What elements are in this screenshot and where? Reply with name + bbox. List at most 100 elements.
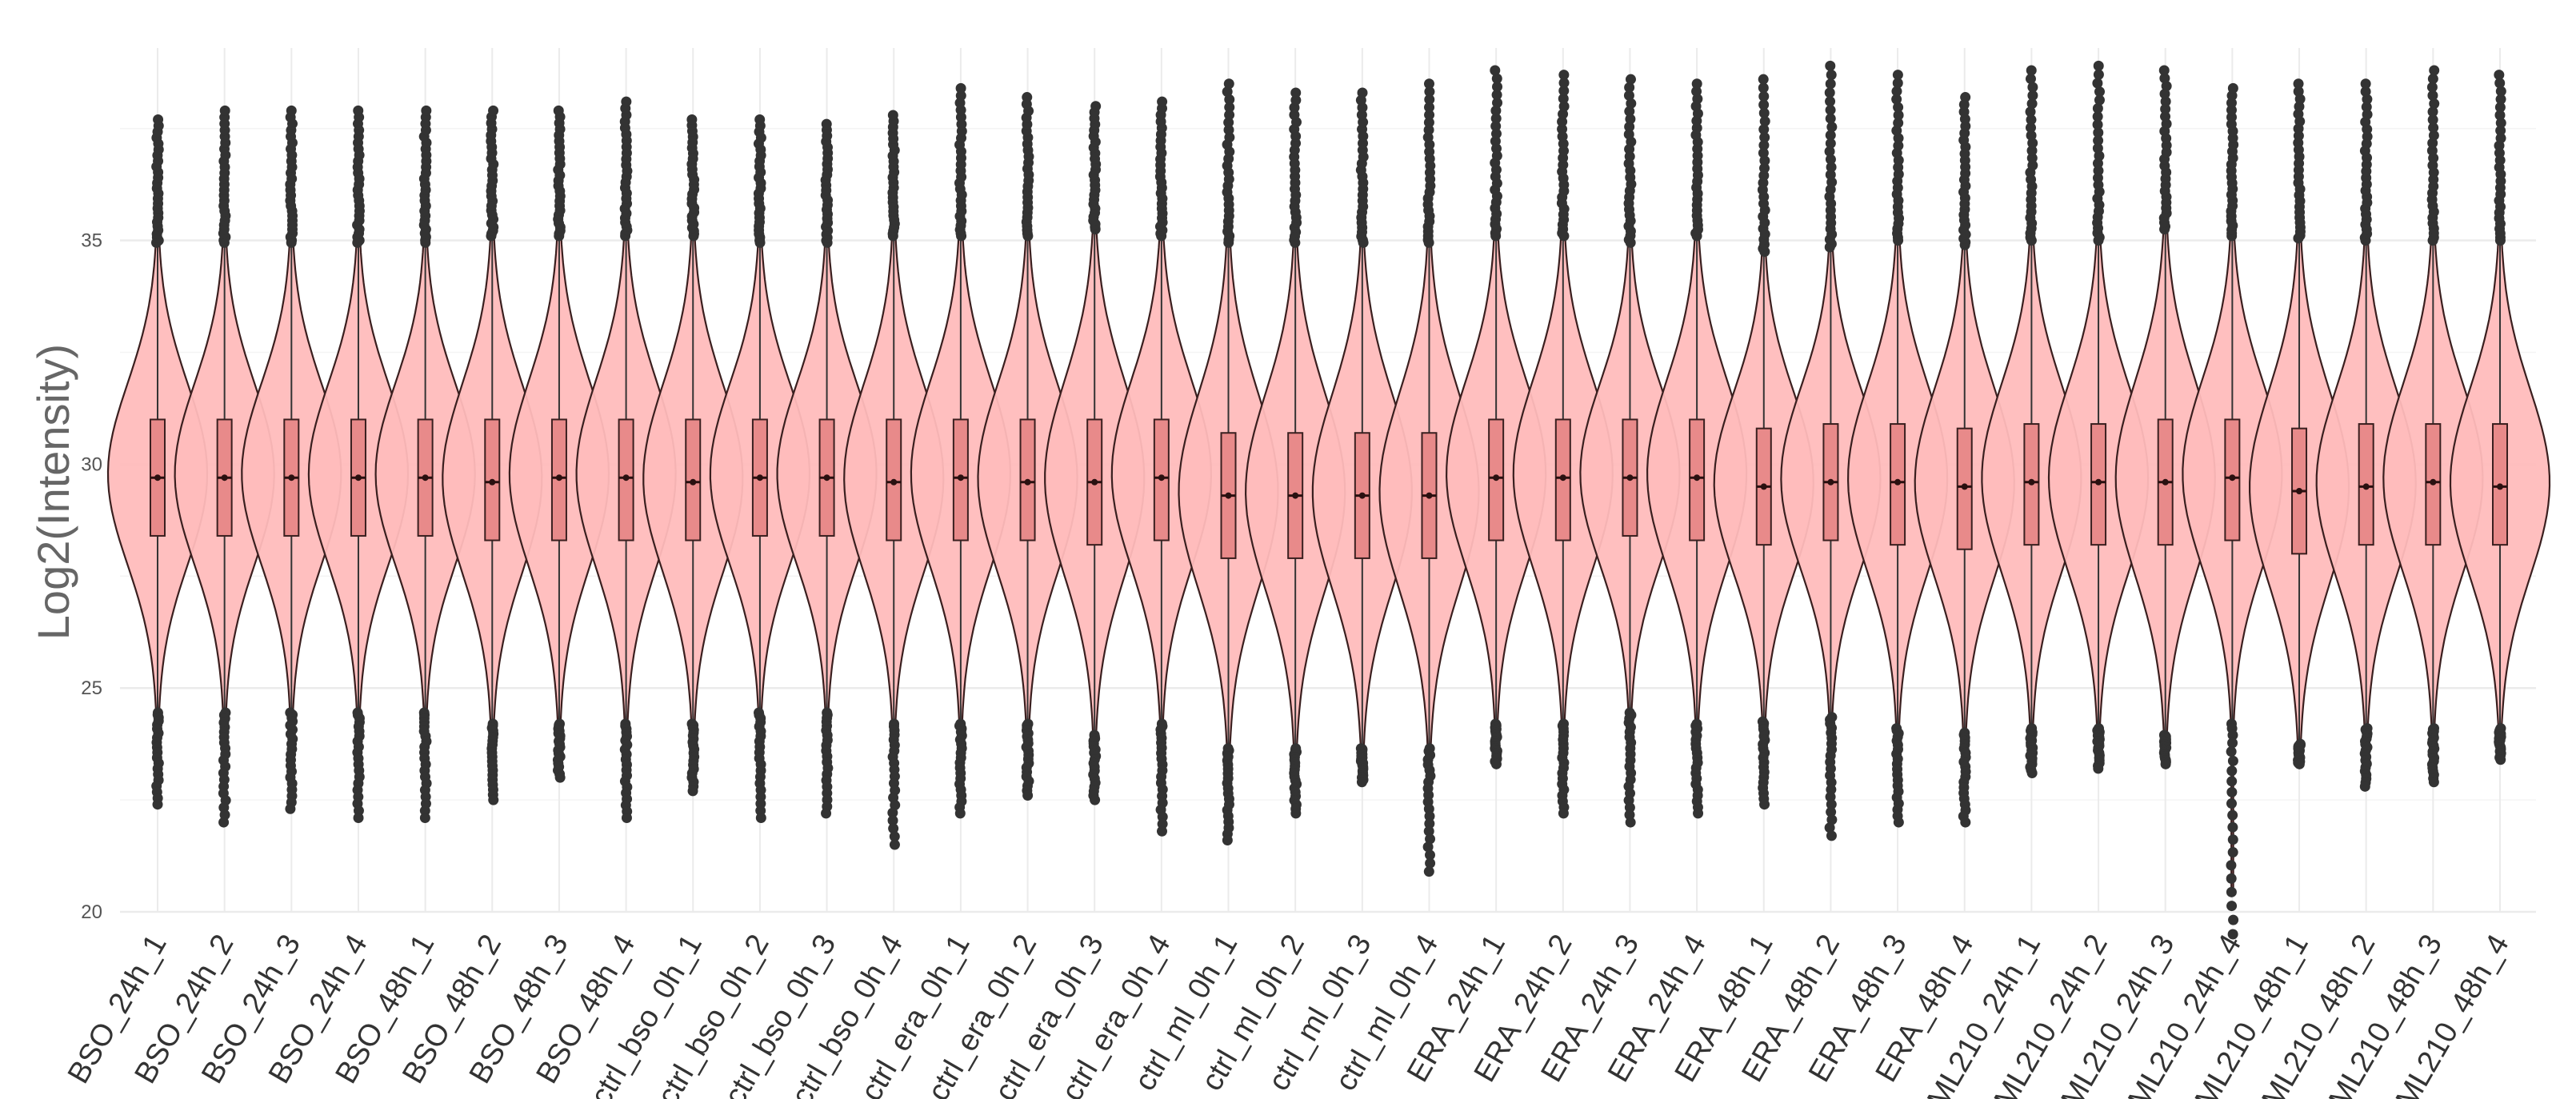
outlier-point	[353, 105, 364, 116]
median-point	[756, 474, 763, 482]
outlier-point	[1290, 94, 1302, 106]
outlier-point	[1290, 808, 1302, 819]
outlier-point	[1691, 78, 1702, 90]
median-point	[1894, 478, 1902, 486]
outlier-point	[2429, 65, 2440, 76]
outlier-point	[419, 812, 430, 823]
median-point	[1024, 478, 1031, 486]
outlier-point	[2429, 98, 2440, 110]
y-axis-title: Log2(Intensity)	[28, 344, 78, 640]
outlier-point	[1490, 121, 1502, 132]
violin-ctrl_ml_0h_4	[1378, 78, 1480, 877]
outlier-point	[2093, 165, 2104, 176]
outlier-point	[2427, 90, 2438, 101]
outlier-point	[1892, 78, 1903, 89]
outlier-point	[888, 823, 899, 834]
outlier-point	[1759, 799, 1770, 810]
outlier-point	[1490, 105, 1502, 116]
outlier-point	[1558, 78, 1570, 89]
outlier-point	[687, 785, 698, 797]
outlier-point	[2092, 111, 2103, 122]
outlier-point	[1492, 98, 1503, 109]
outlier-point	[1490, 758, 1502, 769]
outlier-point	[1423, 117, 1434, 128]
violin-ctrl_ml_0h_1	[1178, 78, 1279, 845]
violin-BSO_24h_2	[174, 105, 275, 828]
median-point	[690, 478, 697, 486]
outlier-point	[1423, 825, 1434, 837]
outlier-point	[2093, 60, 2104, 71]
outlier-point	[2159, 73, 2170, 84]
outlier-point	[353, 812, 364, 823]
outlier-point	[2026, 130, 2037, 141]
outlier-point	[1490, 65, 1501, 76]
outlier-point	[2227, 737, 2238, 749]
outlier-point	[1424, 86, 1435, 98]
violin-BSO_24h_1	[106, 114, 209, 810]
median-point	[2229, 474, 2236, 482]
outlier-point	[1758, 99, 1770, 110]
outlier-point	[1893, 110, 1904, 121]
violin-ML210_24h_4	[2182, 82, 2283, 940]
outlier-point	[1425, 857, 1436, 869]
outlier-point	[1826, 70, 1837, 81]
median-point	[2028, 478, 2035, 486]
outlier-point	[1357, 87, 1368, 98]
outlier-point	[1623, 90, 1634, 101]
violin-ctrl_bso_0h_4	[843, 110, 945, 850]
violin-ERA_24h_2	[1512, 70, 1614, 819]
violin-ctrl_era_0h_4	[1110, 96, 1213, 837]
outlier-point	[1224, 102, 1235, 113]
outlier-point	[2427, 114, 2438, 126]
outlier-point	[1893, 118, 1904, 129]
outlier-point	[2494, 78, 2506, 89]
outlier-point	[1625, 74, 1636, 85]
violin-ctrl_ml_0h_2	[1244, 87, 1346, 819]
outlier-point	[2427, 138, 2438, 149]
violin-ERA_24h_3	[1579, 74, 1681, 828]
violin-ctrl_bso_0h_2	[709, 114, 810, 823]
outlier-point	[1960, 92, 1971, 103]
outlier-point	[1624, 121, 1635, 132]
violins	[106, 60, 2551, 940]
outlier-point	[2426, 82, 2438, 93]
outlier-point	[1626, 98, 1637, 109]
outlier-point	[2226, 798, 2237, 809]
outlier-point	[2362, 109, 2373, 120]
outlier-point	[2226, 786, 2238, 797]
outlier-point	[1290, 87, 1302, 98]
outlier-point	[2428, 777, 2439, 788]
outlier-point	[1222, 86, 1233, 98]
outlier-point	[1758, 74, 1769, 85]
y-tick-label: 20	[81, 901, 102, 923]
outlier-point	[1356, 777, 1367, 788]
median-point	[422, 474, 429, 482]
outlier-point	[887, 110, 898, 121]
outlier-point	[1892, 70, 1903, 81]
outlier-point	[1758, 140, 1770, 151]
outlier-point	[955, 90, 966, 102]
outlier-point	[1825, 113, 1836, 124]
outlier-point	[2160, 111, 2171, 122]
outlier-point	[2159, 88, 2170, 99]
violin-ERA_24h_1	[1445, 65, 1547, 769]
outlier-point	[2494, 102, 2506, 113]
violin-ctrl_era_0h_2	[977, 92, 1078, 801]
median-point	[1760, 483, 1767, 490]
outlier-point	[2227, 755, 2238, 766]
outlier-point	[1223, 124, 1234, 135]
outlier-point	[1022, 790, 1034, 801]
outlier-point	[1826, 814, 1838, 825]
violin-ctrl_era_0h_3	[1044, 101, 1146, 805]
violin-BSO_48h_2	[442, 105, 543, 805]
outlier-point	[2227, 729, 2238, 741]
outlier-point	[553, 105, 564, 116]
outlier-point	[2093, 135, 2104, 146]
median-point	[489, 478, 496, 486]
median-point	[2095, 478, 2102, 486]
outlier-point	[1224, 110, 1235, 121]
outlier-point	[1491, 73, 1502, 84]
outlier-point	[1423, 78, 1434, 90]
outlier-point	[2359, 781, 2370, 792]
outlier-point	[955, 82, 966, 94]
